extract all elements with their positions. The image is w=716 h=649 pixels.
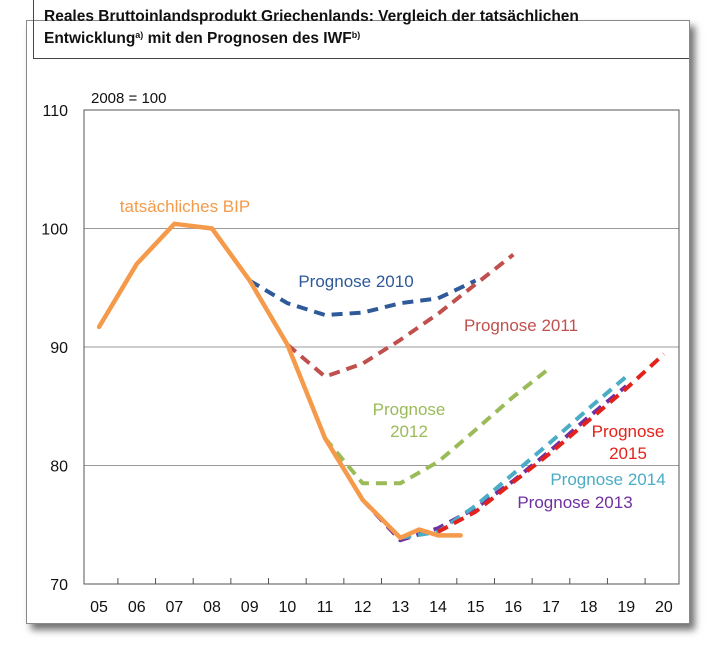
x-tick-label: 19 [617, 599, 635, 616]
title-box: Reales Bruttoinlandsprodukt Griechenland… [33, 0, 689, 59]
series-labels: tatsächliches BIP Prognose 2010 Prognose 2… [120, 197, 666, 512]
y-tick-label: 90 [50, 340, 68, 357]
chart-title: Reales Bruttoinlandsprodukt Griechenland… [44, 8, 684, 48]
title-line-2b: mit den Prognosen des IWF [143, 30, 352, 47]
x-tick-label: 06 [128, 599, 146, 616]
series-group [96, 221, 666, 543]
title-line-1: Reales Bruttoinlandsprodukt Griechenland… [44, 8, 579, 25]
x-tick-label: 15 [467, 599, 485, 616]
y-tick-label: 110 [42, 103, 68, 120]
x-tick-label: 08 [203, 599, 221, 616]
x-tick-label: 14 [429, 599, 447, 616]
x-tick-label: 17 [542, 599, 560, 616]
title-footnote-b: b) [351, 30, 361, 40]
y-tick-label: 70 [50, 577, 68, 594]
series-label-tats-chliches-bip: tatsächliches BIP [120, 197, 250, 216]
x-tick-label: 13 [391, 599, 409, 616]
x-tick-label: 11 [317, 599, 334, 616]
series-line-prognose-2015 [437, 352, 666, 534]
x-tick-label: 09 [241, 599, 259, 616]
title-footnote-a: a) [135, 30, 144, 40]
series-label-prognose-2013: Prognose 2013 [517, 493, 632, 512]
axes: 70 80 90 100 110 05 06 07 08 09 10 11 12 13 14 15 16 17 18… [41, 103, 680, 616]
title-line-2: Entwicklung [44, 30, 136, 47]
grid-lines [84, 228, 679, 466]
x-tick-label: 07 [165, 599, 183, 616]
series-label-prognose-2014: Prognose 2014 [550, 470, 665, 489]
x-tick-label: 12 [354, 599, 372, 616]
y-tick-label: 80 [50, 459, 68, 476]
x-tick-label: 05 [90, 599, 108, 616]
y-tick-label: 100 [41, 222, 68, 239]
series-label-prognose-2015: Prognose 2015 [592, 422, 665, 463]
series-line-prognose-2010 [248, 278, 477, 317]
x-tick-label: 18 [580, 599, 598, 616]
series-label-prognose-2011: Prognose 2011 [464, 316, 578, 335]
series-label-prognose-2012: Prognose 2012 [373, 400, 446, 441]
chart-frame [26, 20, 690, 624]
index-note: 2008 = 100 [91, 90, 167, 107]
x-tick-label: 16 [504, 599, 522, 616]
series-line-prognose-2011 [286, 253, 515, 379]
x-tick-label: 10 [278, 599, 296, 616]
x-tick-label: 20 [655, 599, 673, 616]
series-label-prognose-2010: Prognose 2010 [298, 272, 413, 291]
series-line-prognose-2012 [323, 365, 553, 486]
series-line-tats-chliches-bip [96, 221, 463, 541]
